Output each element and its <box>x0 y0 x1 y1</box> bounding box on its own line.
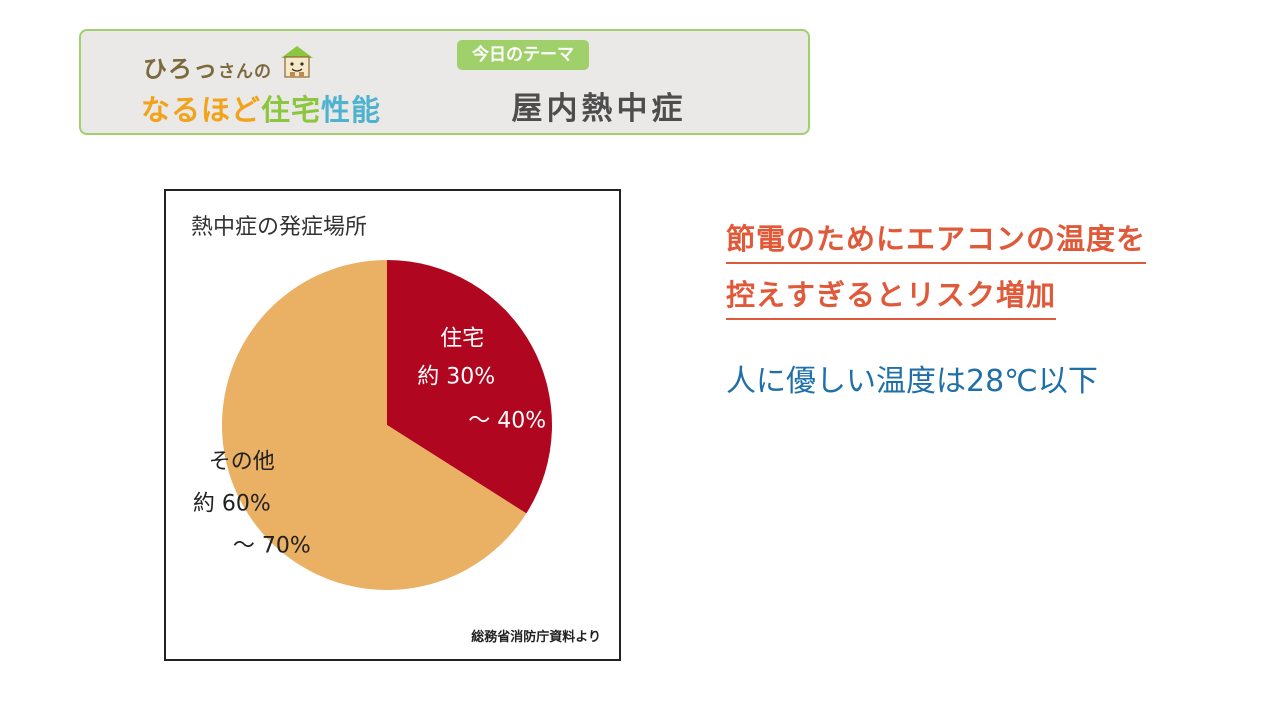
house-mascot-icon <box>281 46 313 78</box>
chart-title: 熱中症の発症場所 <box>191 215 368 240</box>
chart-frame: 熱中症の発症場所 住宅約 30% 〜 40% その他約 60% 〜 70% 総務省消防… <box>164 189 621 661</box>
pie-slice-0 <box>387 260 552 514</box>
theme-tag: 今日のテーマ <box>457 40 589 70</box>
message-line2: 控えすぎるとリスク増加 <box>726 272 1057 320</box>
chart-source: 総務省消防庁資料より <box>471 630 601 645</box>
brand-line1-main: ひろっ <box>143 55 218 83</box>
brand-part-naruhodo: なるほど <box>141 93 262 127</box>
pie-label-0: 住宅 <box>440 327 484 352</box>
brand-line1-small: さんの <box>218 62 272 82</box>
brand-line2: なるほど住宅性能 <box>141 87 381 129</box>
pie-range2-1: 〜 70% <box>233 533 311 558</box>
message-line1: 節電のためにエアコンの温度を <box>726 216 1147 264</box>
pie-slice-1 <box>221 260 527 590</box>
brand-line1: ひろっさんの <box>143 49 272 84</box>
pie-range2-0: 〜 40% <box>468 409 546 434</box>
brand-part-jutaku: 住宅 <box>261 93 322 127</box>
message-sub: 人に優しい温度は28℃以下 <box>726 364 1098 399</box>
theme-title: 屋内熱中症 <box>511 91 687 127</box>
brand-part-seino: 性能 <box>321 93 382 127</box>
pie-label-1: その他 <box>209 449 275 474</box>
pie-range-0: 約 30% <box>417 365 495 390</box>
pie-range-1: 約 60% <box>193 491 271 516</box>
header-banner: ひろっさんの なるほど住宅性能 今日のテーマ 屋内熱中症 <box>79 29 810 135</box>
